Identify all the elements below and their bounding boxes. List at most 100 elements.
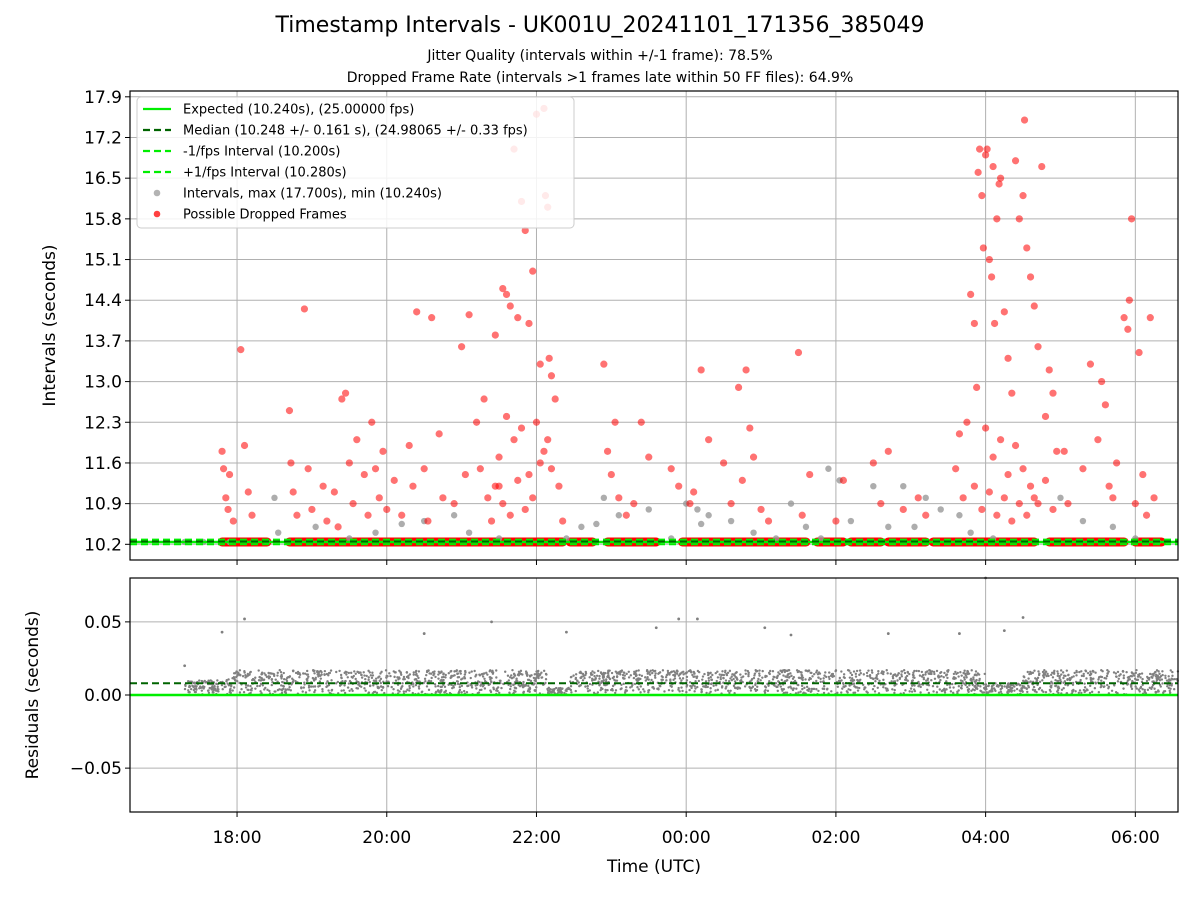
interval-point xyxy=(750,529,757,536)
residual-point xyxy=(847,688,850,691)
residual-point xyxy=(679,672,682,675)
residual-point xyxy=(903,678,907,681)
residual-point xyxy=(425,685,429,688)
residual-point xyxy=(417,685,421,688)
residual-point xyxy=(607,669,610,672)
dropped-frame-point xyxy=(413,308,421,316)
residual-point xyxy=(1100,675,1104,679)
residual-point xyxy=(1060,688,1064,691)
residual-point xyxy=(569,680,572,683)
residual-point xyxy=(263,672,266,675)
residual-point xyxy=(553,691,556,695)
residual-point xyxy=(348,689,351,692)
residual-point xyxy=(945,673,948,677)
residual-point xyxy=(1170,677,1173,680)
residual-point xyxy=(425,669,429,673)
interval-point xyxy=(271,494,278,502)
residual-point xyxy=(1089,684,1092,688)
residual-point xyxy=(344,670,347,673)
residual-point xyxy=(940,689,944,693)
residual-point xyxy=(580,671,583,675)
residual-point xyxy=(714,689,717,692)
dropped-frame-point xyxy=(304,465,312,473)
residual-point xyxy=(819,680,822,684)
residual-point xyxy=(1077,691,1081,695)
dropped-frame-point xyxy=(1041,412,1050,421)
residual-point xyxy=(927,684,931,687)
residual-point xyxy=(667,671,671,675)
residual-point xyxy=(789,672,792,675)
residual-point xyxy=(685,690,688,694)
bottom-y-tick-label: 0.05 xyxy=(84,613,122,633)
residual-point xyxy=(935,691,939,694)
residual-point xyxy=(1038,672,1041,675)
residual-point xyxy=(988,690,991,693)
dropped-frame-point xyxy=(970,482,978,490)
residual-point xyxy=(1084,670,1088,673)
residual-point xyxy=(1121,670,1125,673)
dropped-frame-point xyxy=(993,215,1001,223)
residual-point xyxy=(705,691,708,695)
legend-dropped-frames-label: Possible Dropped Frames xyxy=(183,208,347,223)
interval-point xyxy=(1079,517,1087,525)
residual-point xyxy=(212,687,215,690)
residual-point xyxy=(282,678,286,681)
dropped-frame-point xyxy=(472,418,481,426)
residual-point xyxy=(420,690,423,694)
residual-point xyxy=(604,680,608,683)
residual-point xyxy=(924,671,928,674)
residual-point xyxy=(891,675,895,678)
residual-point xyxy=(964,674,968,677)
residual-point xyxy=(966,670,969,673)
residual-point xyxy=(758,674,761,677)
dropped-frame-point xyxy=(645,453,653,461)
residual-point xyxy=(973,684,977,688)
residual-point xyxy=(347,682,351,685)
residual-point xyxy=(442,673,445,676)
residual-point xyxy=(402,675,406,679)
residual-point xyxy=(327,689,330,692)
residual-point xyxy=(876,677,879,681)
residual-point xyxy=(1138,672,1142,676)
residual-point xyxy=(1106,672,1109,675)
residual-point xyxy=(874,680,877,683)
residual-point xyxy=(1080,674,1084,678)
residual-point xyxy=(757,677,760,681)
residual-point xyxy=(1062,681,1065,684)
residual-point xyxy=(952,676,956,679)
dropped-frame-point xyxy=(480,395,488,403)
residual-point xyxy=(1122,674,1126,677)
dropped-frame-point xyxy=(622,511,630,519)
residual-point xyxy=(942,676,945,679)
residual-point xyxy=(1066,677,1069,681)
residual-point xyxy=(593,675,596,678)
residual-point xyxy=(443,685,447,689)
residual-point xyxy=(546,689,550,692)
residual-point xyxy=(453,674,456,677)
residual-point xyxy=(285,679,289,683)
residual-point xyxy=(800,684,804,688)
residual-point xyxy=(389,674,392,678)
residual-point xyxy=(950,682,954,686)
residual-point xyxy=(726,671,730,674)
residual-point xyxy=(817,671,821,674)
dropped-frame-point xyxy=(237,346,245,354)
residual-point xyxy=(928,669,931,672)
residual-point xyxy=(258,684,262,688)
residual-outlier xyxy=(183,664,187,668)
jitter-quality-subtitle: Jitter Quality (intervals within +/-1 fr… xyxy=(427,48,773,64)
residual-point xyxy=(633,682,637,686)
residual-point xyxy=(947,669,950,672)
interval-point xyxy=(967,529,974,536)
residual-point xyxy=(414,678,418,681)
residual-point xyxy=(544,672,548,676)
residual-point xyxy=(518,672,521,675)
interval-point xyxy=(847,517,855,525)
residual-point xyxy=(579,684,582,687)
dropped-frame-point xyxy=(976,145,984,153)
residual-point xyxy=(377,676,380,679)
dropped-frame-point xyxy=(484,494,492,502)
residual-point xyxy=(243,670,246,673)
residual-point xyxy=(974,670,978,673)
